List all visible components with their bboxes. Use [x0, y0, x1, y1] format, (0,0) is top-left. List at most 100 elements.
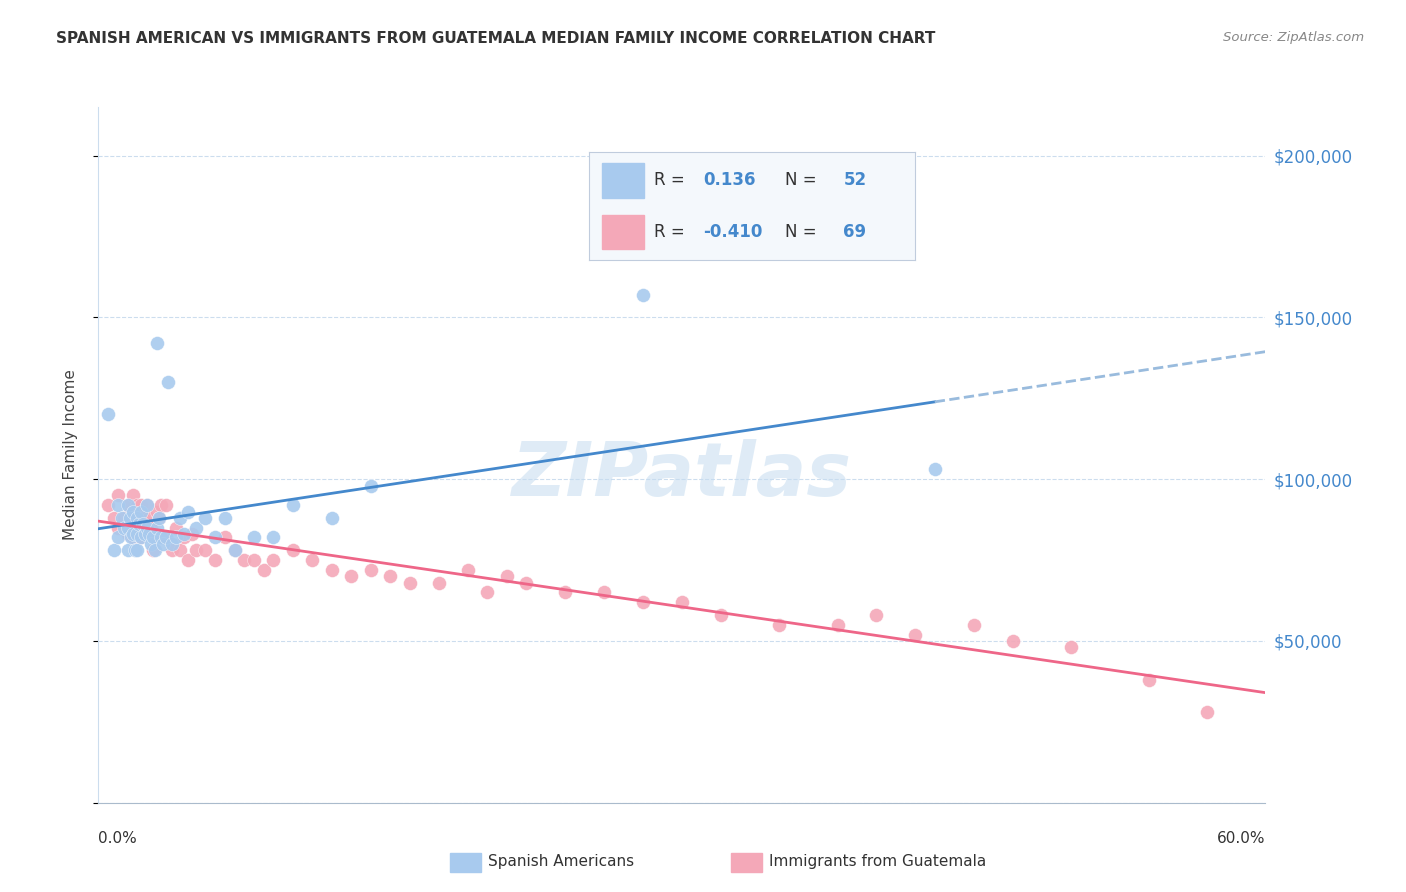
Point — [129, 498, 152, 512]
Point — [112, 511, 135, 525]
Point — [142, 543, 165, 558]
Point — [173, 527, 195, 541]
Point — [103, 543, 125, 558]
Point — [146, 531, 169, 545]
Point — [1137, 673, 1160, 687]
Text: Immigrants from Guatemala: Immigrants from Guatemala — [769, 855, 987, 869]
Bar — [602, 215, 644, 250]
Point — [142, 531, 165, 545]
Point — [129, 504, 152, 518]
Text: ZIPatlas: ZIPatlas — [512, 439, 852, 512]
Point — [117, 498, 139, 512]
Point — [122, 488, 145, 502]
Point — [132, 517, 155, 532]
Point — [124, 543, 146, 558]
Point — [143, 543, 166, 558]
Point — [139, 537, 162, 551]
Point — [321, 511, 343, 525]
Point — [398, 575, 420, 590]
Point — [127, 511, 149, 525]
Point — [214, 531, 236, 545]
Point — [169, 543, 191, 558]
Point — [136, 498, 159, 512]
Point — [134, 527, 156, 541]
Text: R =: R = — [654, 223, 685, 241]
Point — [155, 498, 177, 512]
Text: 60.0%: 60.0% — [1218, 830, 1265, 846]
Point — [97, 408, 120, 422]
Point — [378, 569, 402, 583]
Point — [117, 498, 139, 512]
Point — [177, 504, 200, 518]
Point — [127, 498, 149, 512]
Point — [117, 527, 139, 541]
Point — [281, 498, 304, 512]
Point — [204, 553, 226, 567]
Point — [121, 531, 143, 545]
Point — [214, 511, 236, 525]
Point — [827, 617, 849, 632]
Text: SPANISH AMERICAN VS IMMIGRANTS FROM GUATEMALA MEDIAN FAMILY INCOME CORRELATION C: SPANISH AMERICAN VS IMMIGRANTS FROM GUAT… — [56, 31, 935, 46]
Text: N =: N = — [785, 223, 817, 241]
Point — [457, 563, 479, 577]
Point — [593, 585, 616, 599]
Point — [224, 543, 246, 558]
Point — [138, 511, 160, 525]
Point — [149, 531, 172, 545]
Point — [177, 553, 200, 567]
Point — [631, 287, 654, 301]
Point — [321, 563, 343, 577]
Point — [157, 375, 180, 389]
Y-axis label: Median Family Income: Median Family Income — [63, 369, 77, 541]
Point — [262, 531, 284, 545]
Point — [107, 488, 129, 502]
Point — [107, 498, 129, 512]
Bar — [602, 163, 644, 197]
Point — [103, 511, 125, 525]
Point — [233, 553, 256, 567]
Point — [710, 608, 733, 623]
Point — [477, 585, 499, 599]
Point — [340, 569, 363, 583]
Point — [128, 511, 150, 525]
Point — [155, 531, 177, 545]
Point — [148, 511, 170, 525]
Point — [904, 627, 927, 641]
Point — [124, 521, 146, 535]
Point — [136, 498, 159, 512]
Point — [162, 537, 184, 551]
Point — [118, 511, 141, 525]
Point — [146, 521, 169, 535]
Point — [129, 531, 152, 545]
Text: N =: N = — [785, 171, 817, 189]
Point — [184, 521, 207, 535]
Point — [631, 595, 654, 609]
Point — [169, 511, 191, 525]
Point — [427, 575, 450, 590]
Point — [554, 585, 576, 599]
Point — [129, 531, 152, 545]
Text: 0.0%: 0.0% — [98, 830, 138, 846]
Point — [1195, 705, 1218, 719]
Point — [924, 462, 946, 476]
Text: Source: ZipAtlas.com: Source: ZipAtlas.com — [1223, 31, 1364, 45]
Point — [146, 504, 169, 518]
Point — [165, 531, 187, 545]
Point — [136, 521, 159, 535]
Text: Spanish Americans: Spanish Americans — [488, 855, 634, 869]
Point — [127, 521, 149, 535]
Point — [155, 531, 177, 545]
Text: 0.136: 0.136 — [703, 171, 755, 189]
Point — [107, 531, 129, 545]
Point — [118, 511, 141, 525]
Point — [134, 521, 156, 535]
Point — [173, 531, 195, 545]
Point — [243, 553, 266, 567]
Point — [360, 478, 382, 492]
Point — [301, 553, 323, 567]
Point — [194, 543, 217, 558]
Point — [360, 563, 382, 577]
Point — [139, 521, 162, 535]
Point — [194, 511, 217, 525]
Point — [253, 563, 276, 577]
